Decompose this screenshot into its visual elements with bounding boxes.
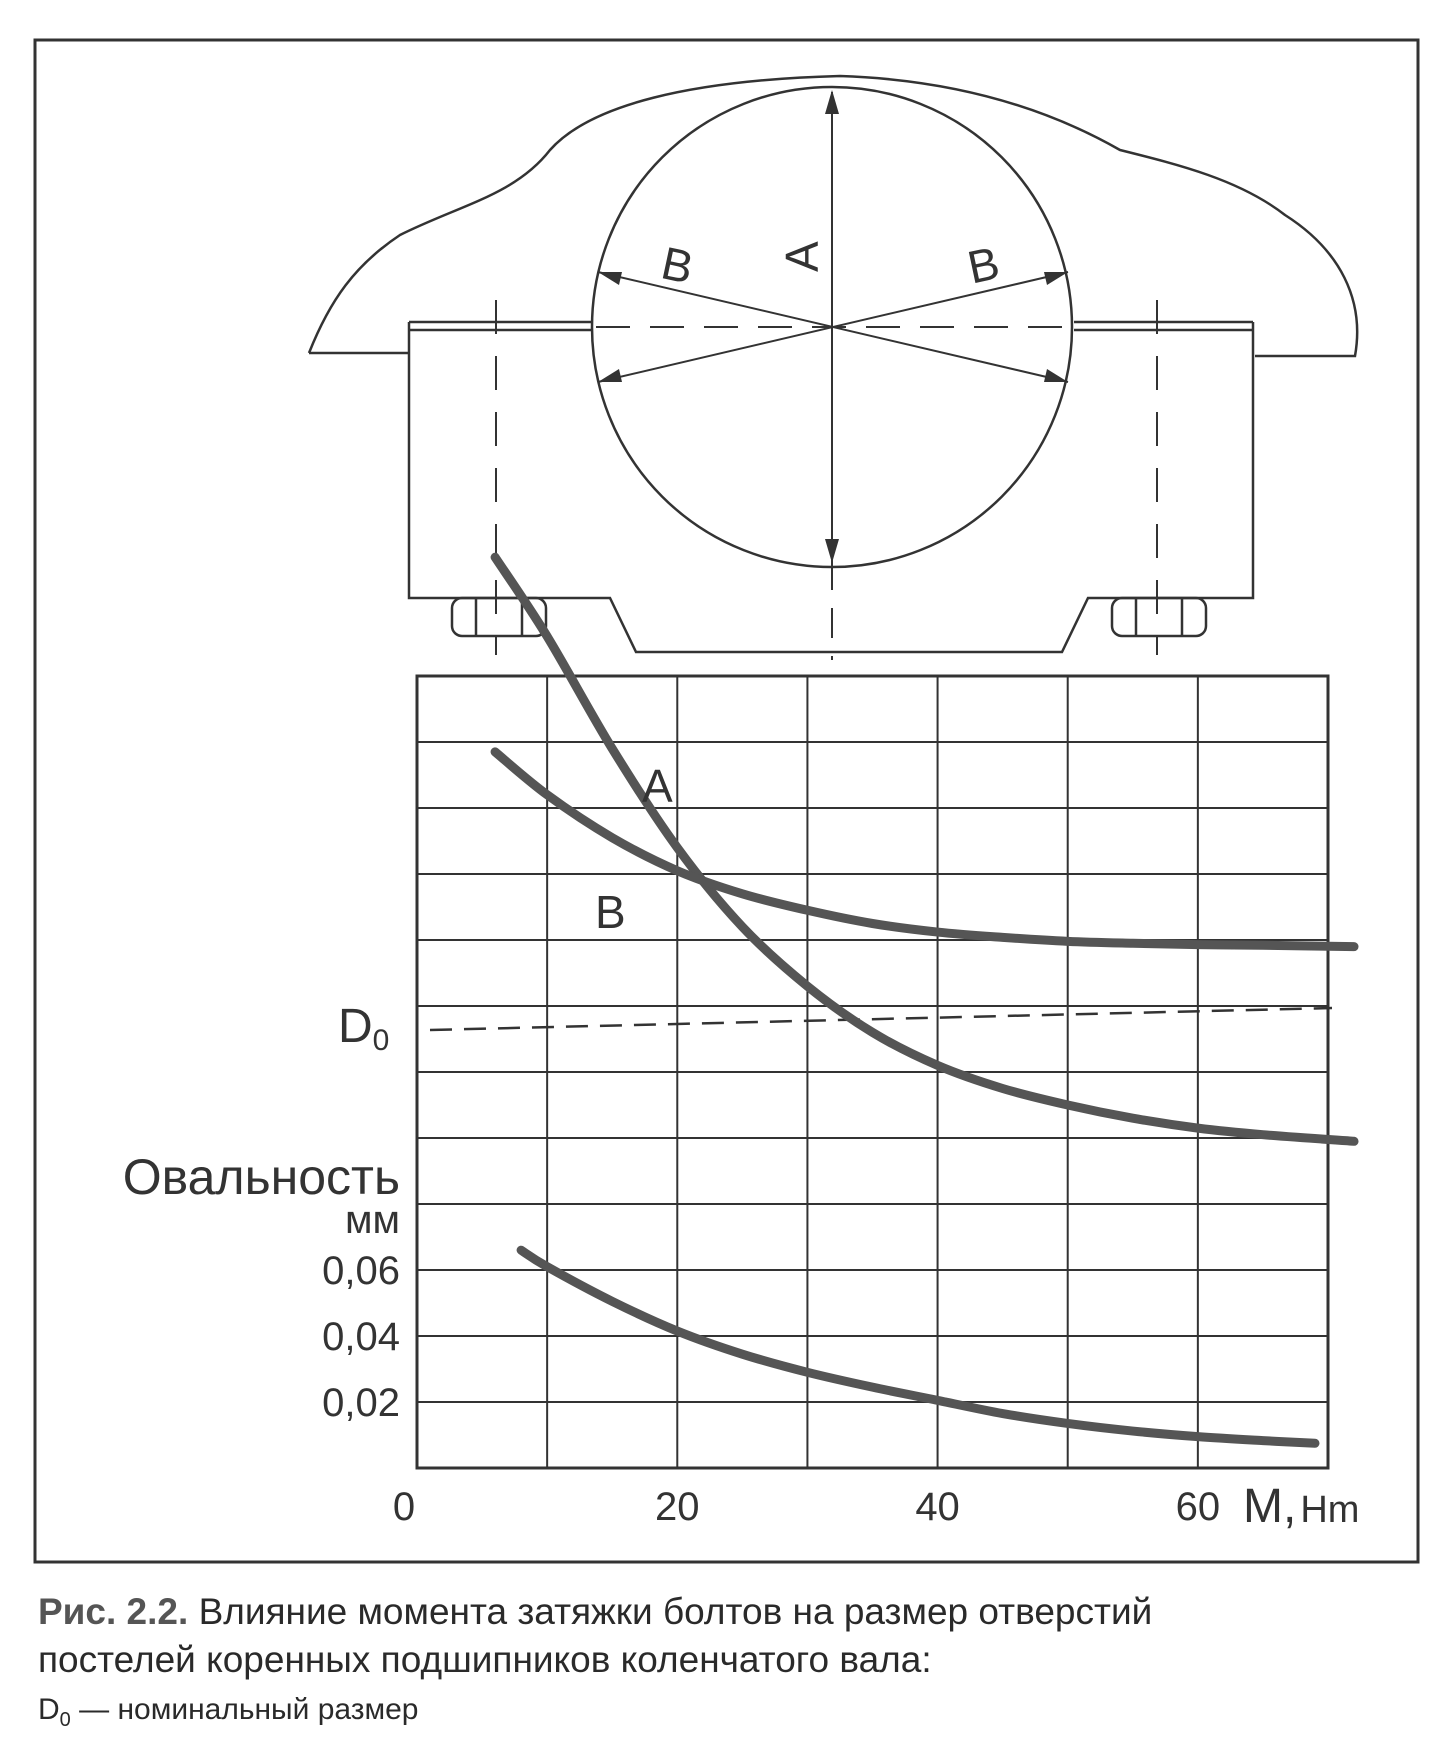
caption-line-1: Рис. 2.2. Влияние момента затяжки болтов… — [38, 1588, 1418, 1636]
cap-top-left — [407, 322, 1255, 654]
caption-note-text: — номинальный размер — [70, 1693, 419, 1726]
y-tick-label: 0,02 — [322, 1381, 400, 1425]
figure-frame — [33, 38, 1420, 1564]
figure-caption: Рис. 2.2. Влияние момента затяжки болтов… — [38, 1588, 1418, 1742]
nominal-size-line — [429, 1006, 1333, 1032]
series-labels: AB — [595, 760, 673, 938]
x-axis-title: M, Hm — [1243, 1480, 1359, 1533]
x-origin-label: 0 — [393, 1485, 415, 1529]
dimension-b-arrow-3 — [598, 369, 622, 382]
chart: AB D0 Овальность мм 0,060,040,02 0 20 40 6… — [123, 552, 1359, 1533]
chart-grid — [415, 674, 1330, 1470]
series-label-a: A — [642, 760, 673, 812]
x-tick-label: 20 — [655, 1485, 700, 1529]
label-a: A — [776, 241, 828, 272]
caption-note-symbol: D — [38, 1693, 60, 1726]
bearing-housing-drawing — [307, 74, 1359, 660]
y-tick-labels: 0,06 0,04 0,02 — [322, 1249, 400, 1425]
dimension-b-arrow-1 — [598, 272, 622, 285]
y-tick-label: 0,04 — [322, 1315, 400, 1359]
dimension-b-2 — [597, 271, 1069, 383]
bolt-nut-right — [1110, 596, 1208, 638]
y-axis-title: Овальность — [123, 1149, 400, 1205]
x-tick-label: 60 — [1176, 1485, 1221, 1529]
caption-text-1: Влияние момента затяжки болтов на размер… — [198, 1591, 1153, 1632]
series-label-b: B — [595, 886, 626, 938]
y-axis-unit: мм — [345, 1198, 400, 1242]
block-outline — [307, 74, 1359, 358]
x-tick-label: 40 — [915, 1485, 960, 1529]
caption-label: Рис. 2.2. — [38, 1591, 189, 1632]
dimension-b-arrow-4 — [1044, 272, 1068, 285]
dimension-b-arrow-2 — [1044, 369, 1068, 382]
x-tick-labels: 20 40 60 — [655, 1485, 1220, 1529]
series-line-ovality — [516, 1245, 1320, 1448]
caption-note-subscript: 0 — [59, 1709, 71, 1731]
caption-line-2: постелей коренных подшипников коленчатог… — [38, 1639, 932, 1680]
series-line-a — [490, 552, 1359, 1146]
dimension-a-arrow-top — [825, 90, 839, 114]
series-line-b — [490, 747, 1359, 952]
chart-series — [490, 552, 1359, 1448]
y-tick-label: 0,06 — [322, 1249, 400, 1293]
caption-note: D0 — номинальный размер — [38, 1688, 1418, 1742]
nominal-size-label: D0 — [338, 1000, 389, 1057]
dimension-a-arrow-bottom — [825, 539, 839, 563]
